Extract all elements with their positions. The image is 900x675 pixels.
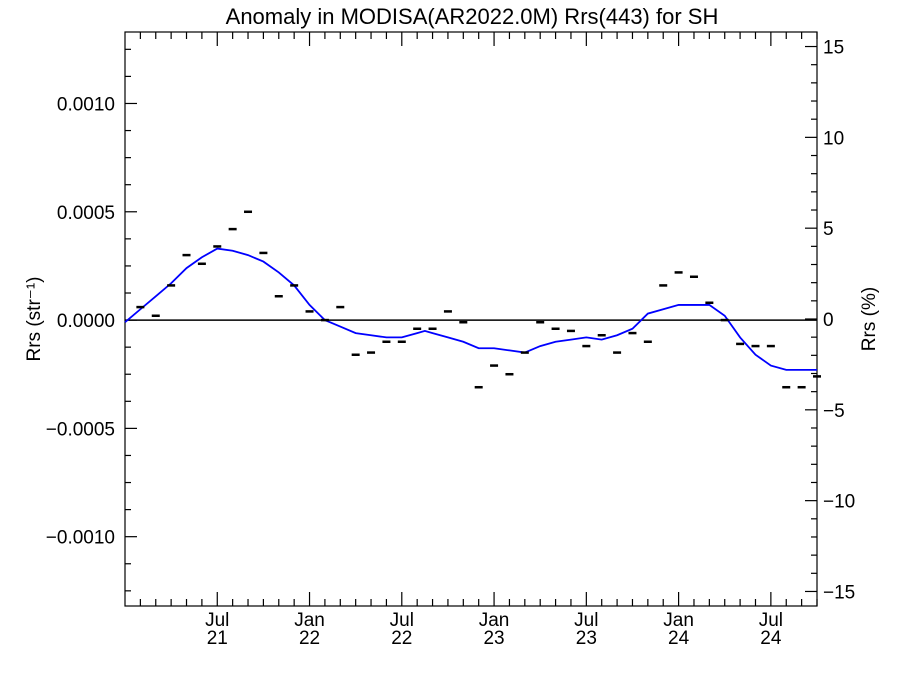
- x-tick-month-label: Jan: [294, 610, 325, 631]
- smoothed-anomaly-line: [124, 247, 817, 371]
- right-tick-label: 5: [823, 219, 834, 240]
- x-tick-year-label: 23: [576, 628, 597, 649]
- x-tick-month-label: Jan: [479, 610, 510, 631]
- x-tick-month-label: Jul: [205, 610, 229, 631]
- right-y-axis-title: Rrs (%): [859, 287, 880, 351]
- right-tick-label: −15: [823, 582, 855, 603]
- x-tick-year-label: 21: [207, 628, 228, 649]
- left-tick-label: 0.0005: [57, 203, 115, 224]
- chart-title: Anomaly in MODISA(AR2022.0M) Rrs(443) fo…: [226, 4, 719, 29]
- smoothed-anomaly-line-layer: [124, 247, 817, 371]
- x-tick-month-label: Jul: [390, 610, 414, 631]
- x-tick-year-label: 24: [760, 628, 782, 649]
- right-tick-label: 15: [823, 38, 844, 59]
- x-tick-year-label: 24: [668, 628, 690, 649]
- left-tick-label: −0.0010: [46, 528, 115, 549]
- left-y-axis-title: Rrs (str⁻¹): [24, 277, 45, 362]
- left-tick-label: −0.0005: [46, 419, 115, 440]
- x-tick-year-label: 22: [299, 628, 320, 649]
- x-tick-year-label: 23: [483, 628, 504, 649]
- x-tick-month-label: Jan: [663, 610, 694, 631]
- left-tick-label: 0.0000: [57, 311, 115, 332]
- x-tick-year-label: 22: [391, 628, 412, 649]
- right-tick-label: −5: [823, 401, 845, 422]
- left-y-axis: 0.0010 0.0005 0.0000 −0.0005 −0.0010: [46, 48, 137, 592]
- right-tick-label: −10: [823, 492, 855, 513]
- left-tick-label: 0.0010: [57, 94, 115, 115]
- right-y-axis: 15 10 5 0 −5 −10 −15: [805, 38, 855, 603]
- x-tick-month-label: Jul: [574, 610, 598, 631]
- monthly-anomaly-markers: [136, 210, 821, 389]
- right-tick-label: 0: [823, 310, 834, 331]
- plot-frame: [124, 31, 818, 607]
- right-tick-label: 10: [823, 128, 844, 149]
- x-tick-month-label: Jul: [759, 610, 783, 631]
